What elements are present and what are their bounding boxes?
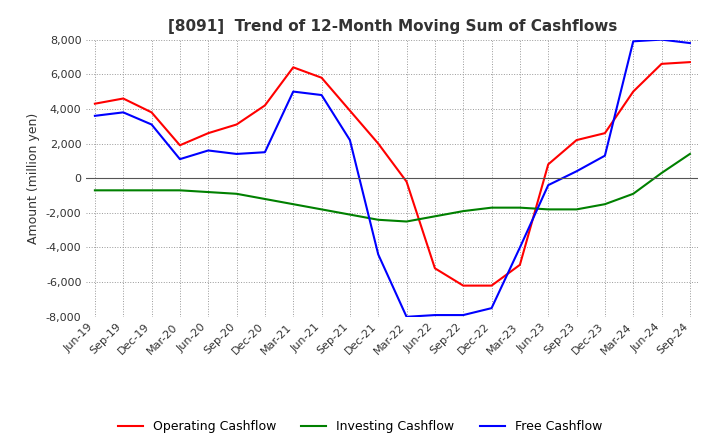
Operating Cashflow (91, 101, 99, 106)
Operating Cashflow (600, 131, 609, 136)
Operating Cashflow (459, 283, 467, 288)
Free Cashflow (204, 148, 212, 153)
Legend: Operating Cashflow, Investing Cashflow, Free Cashflow: Operating Cashflow, Investing Cashflow, … (113, 415, 607, 438)
Free Cashflow (657, 37, 666, 42)
Free Cashflow (629, 39, 637, 44)
Investing Cashflow (233, 191, 241, 196)
Investing Cashflow (346, 212, 354, 217)
Free Cashflow (318, 92, 326, 98)
Investing Cashflow (261, 196, 269, 202)
Free Cashflow (516, 245, 524, 250)
Operating Cashflow (544, 161, 552, 167)
Free Cashflow (148, 122, 156, 127)
Line: Free Cashflow: Free Cashflow (95, 40, 690, 317)
Operating Cashflow (629, 89, 637, 94)
Operating Cashflow (657, 61, 666, 66)
Investing Cashflow (685, 151, 694, 157)
Free Cashflow (233, 151, 241, 157)
Free Cashflow (459, 312, 467, 318)
Operating Cashflow (176, 143, 184, 148)
Free Cashflow (487, 305, 496, 311)
Free Cashflow (289, 89, 297, 94)
Investing Cashflow (572, 207, 581, 212)
Free Cashflow (346, 137, 354, 143)
Free Cashflow (119, 110, 127, 115)
Free Cashflow (402, 314, 411, 319)
Free Cashflow (431, 312, 439, 318)
Free Cashflow (374, 252, 382, 257)
Title: [8091]  Trend of 12-Month Moving Sum of Cashflows: [8091] Trend of 12-Month Moving Sum of C… (168, 19, 617, 34)
Operating Cashflow (233, 122, 241, 127)
Operating Cashflow (572, 137, 581, 143)
Operating Cashflow (261, 103, 269, 108)
Investing Cashflow (657, 170, 666, 176)
Operating Cashflow (487, 283, 496, 288)
Investing Cashflow (487, 205, 496, 210)
Free Cashflow (261, 150, 269, 155)
Free Cashflow (572, 169, 581, 174)
Investing Cashflow (431, 214, 439, 219)
Operating Cashflow (346, 108, 354, 113)
Operating Cashflow (516, 262, 524, 268)
Y-axis label: Amount (million yen): Amount (million yen) (27, 113, 40, 244)
Operating Cashflow (431, 266, 439, 271)
Operating Cashflow (318, 75, 326, 81)
Investing Cashflow (516, 205, 524, 210)
Operating Cashflow (148, 110, 156, 115)
Investing Cashflow (459, 209, 467, 214)
Investing Cashflow (600, 202, 609, 207)
Line: Investing Cashflow: Investing Cashflow (95, 154, 690, 221)
Investing Cashflow (204, 189, 212, 194)
Free Cashflow (544, 183, 552, 188)
Investing Cashflow (544, 207, 552, 212)
Operating Cashflow (119, 96, 127, 101)
Operating Cashflow (374, 141, 382, 146)
Operating Cashflow (685, 59, 694, 65)
Free Cashflow (685, 40, 694, 46)
Investing Cashflow (374, 217, 382, 222)
Operating Cashflow (204, 131, 212, 136)
Free Cashflow (176, 157, 184, 162)
Investing Cashflow (289, 202, 297, 207)
Operating Cashflow (402, 179, 411, 184)
Investing Cashflow (402, 219, 411, 224)
Investing Cashflow (119, 188, 127, 193)
Investing Cashflow (148, 188, 156, 193)
Free Cashflow (600, 153, 609, 158)
Free Cashflow (91, 113, 99, 118)
Investing Cashflow (318, 207, 326, 212)
Investing Cashflow (176, 188, 184, 193)
Line: Operating Cashflow: Operating Cashflow (95, 62, 690, 286)
Investing Cashflow (91, 188, 99, 193)
Operating Cashflow (289, 65, 297, 70)
Investing Cashflow (629, 191, 637, 196)
